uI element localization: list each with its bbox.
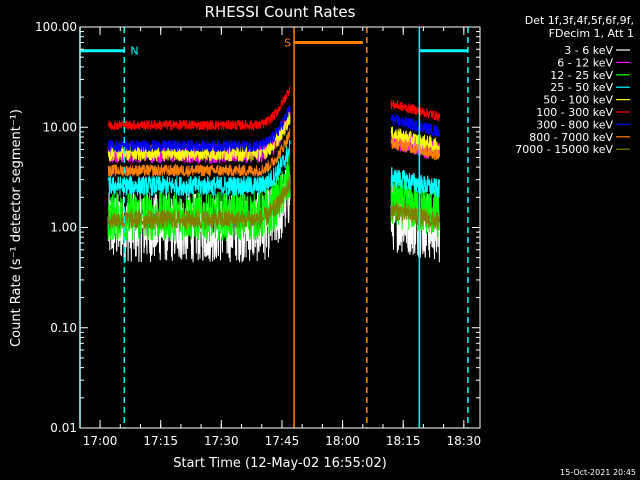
legend-label-7: 800 - 7000 keV	[529, 131, 613, 144]
y-axis-label: Count Rate (s⁻¹ detector segment⁻¹)	[9, 109, 24, 347]
x-tick-label-6: 18:30	[447, 434, 482, 448]
series-line-4	[107, 112, 440, 163]
x-tick-label-4: 18:00	[325, 434, 360, 448]
series-line-5	[107, 86, 441, 132]
series-line-6	[107, 106, 441, 154]
x-tick-label-0: 17:00	[83, 434, 118, 448]
legend-label-3: 25 - 50 keV	[550, 81, 613, 94]
legend-label-6: 300 - 800 keV	[536, 118, 613, 131]
x-tick-label-3: 17:45	[265, 434, 300, 448]
series-line-3	[107, 139, 441, 198]
flag-label-S: S	[284, 37, 291, 50]
legend-header: Det 1f,3f,4f,5f,6f,9f, FDecim 1, Att 1	[525, 14, 634, 40]
y-tick-label-0: 0.01	[50, 421, 77, 435]
y-tick-label-4: 100.00	[35, 20, 77, 34]
legend-header-line-1: Det 1f,3f,4f,5f,6f,9f,	[525, 14, 634, 27]
legend-header-line-2: FDecim 1, Att 1	[549, 27, 634, 40]
legend-label-4: 50 - 100 keV	[543, 94, 613, 107]
legend-label-8: 7000 - 15000 keV	[515, 143, 613, 156]
legend-label-1: 6 - 12 keV	[557, 56, 613, 69]
legend-label-2: 12 - 25 keV	[550, 69, 613, 82]
legend-label-5: 100 - 300 keV	[536, 106, 613, 119]
x-axis-label: Start Time (12-May-02 16:55:02)	[173, 456, 387, 471]
series-line-8	[107, 175, 441, 231]
flag-label-N: N	[130, 45, 138, 58]
data-layer	[107, 86, 441, 263]
legend-label-0: 3 - 6 keV	[564, 44, 613, 57]
y-tick-label-2: 1.00	[50, 221, 77, 235]
x-tick-label-1: 17:15	[143, 434, 178, 448]
x-tick-label-5: 18:15	[386, 434, 421, 448]
y-tick-label-1: 0.10	[50, 321, 77, 335]
series-line-7	[107, 128, 441, 178]
axes-layer: 0.01 0.10 1.00 10.00 100.00 17:00 17:15 17:30 17…	[35, 20, 481, 448]
timestamp: 15-Oct-2021 20:45	[560, 468, 636, 477]
x-tick-label-2: 17:30	[204, 434, 239, 448]
y-tick-label-3: 10.00	[43, 120, 77, 134]
chart-title: RHESSI Count Rates	[205, 3, 356, 21]
